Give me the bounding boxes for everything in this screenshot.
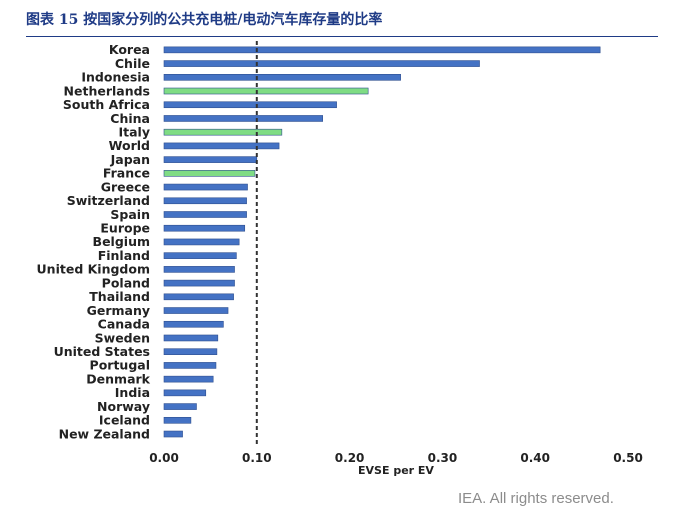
- credit-text: IEA. All rights reserved.: [458, 490, 614, 507]
- bar-germany: [163, 307, 229, 314]
- category-label-india: India: [115, 385, 150, 400]
- x-tick-label: 0.50: [613, 451, 643, 465]
- category-label-portugal: Portugal: [90, 358, 150, 373]
- x-axis-label: EVSE per EV: [358, 464, 434, 477]
- bar-world: [163, 142, 280, 150]
- bar-japan: [163, 156, 258, 163]
- figure-title: 图表 15 按国家分列的公共充电桩/电动汽车库存量的比率: [26, 12, 383, 28]
- bar-europe: [163, 224, 246, 232]
- bar-iceland: [163, 416, 192, 424]
- category-label-korea: Korea: [109, 42, 150, 57]
- category-label-canada: Canada: [98, 317, 150, 332]
- x-tick-label: 0.10: [242, 451, 272, 465]
- bar-korea: [163, 46, 601, 54]
- bar-india: [163, 389, 207, 397]
- bar-sweden: [163, 334, 219, 342]
- bar-greece: [163, 183, 248, 191]
- category-label-sweden: Sweden: [95, 330, 150, 345]
- bar-canada: [163, 320, 224, 328]
- category-label-china: China: [110, 111, 150, 126]
- title-divider: [26, 36, 658, 37]
- category-label-united-states: United States: [54, 344, 150, 359]
- bar-united-kingdom: [163, 266, 235, 273]
- bar-norway: [163, 403, 197, 410]
- bar-united-states: [163, 348, 218, 356]
- bar-chile: [163, 60, 480, 67]
- category-label-greece: Greece: [101, 179, 150, 194]
- x-tick-label: 0.20: [335, 451, 365, 465]
- bar-switzerland: [163, 197, 247, 205]
- x-tick-labels: 0.00 0.10 0.20 0.30 0.40 0.50: [149, 451, 643, 465]
- bar-france: [163, 170, 256, 177]
- bar-finland: [163, 252, 237, 259]
- category-label-france: France: [103, 166, 150, 181]
- category-label-chile: Chile: [115, 56, 150, 71]
- category-label-thailand: Thailand: [89, 289, 150, 304]
- category-label-italy: Italy: [119, 124, 151, 139]
- category-label-europe: Europe: [100, 221, 150, 236]
- category-label-switzerland: Switzerland: [67, 193, 150, 208]
- bar-belgium: [163, 238, 240, 246]
- bar-china: [163, 115, 323, 122]
- category-label-denmark: Denmark: [86, 371, 150, 386]
- category-label-united-kingdom: United Kingdom: [37, 262, 150, 277]
- category-label-norway: Norway: [97, 399, 150, 414]
- category-label-japan: Japan: [110, 152, 150, 167]
- bar-indonesia: [163, 74, 401, 81]
- bars-group: [163, 41, 601, 445]
- x-tick-label: 0.40: [520, 451, 550, 465]
- x-tick-label: 0.00: [149, 451, 179, 465]
- bar-poland: [163, 279, 235, 287]
- bar-netherlands: [163, 87, 369, 95]
- category-label-belgium: Belgium: [93, 234, 150, 249]
- category-label-new-zealand: New Zealand: [59, 426, 150, 441]
- category-label-finland: Finland: [98, 248, 150, 263]
- bar-thailand: [163, 293, 234, 301]
- category-label-netherlands: Netherlands: [64, 83, 150, 98]
- category-label-spain: Spain: [110, 207, 150, 222]
- category-label-germany: Germany: [87, 303, 150, 318]
- category-label-south-africa: South Africa: [63, 97, 150, 112]
- bar-denmark: [163, 375, 214, 383]
- category-label-iceland: Iceland: [99, 413, 150, 428]
- bar-portugal: [163, 362, 217, 369]
- category-label-world: World: [109, 138, 150, 153]
- category-label-poland: Poland: [102, 275, 150, 290]
- x-tick-label: 0.30: [428, 451, 458, 465]
- bar-new-zealand: [163, 430, 183, 438]
- bar-south-africa: [163, 101, 337, 109]
- bar-italy: [163, 128, 283, 136]
- bar-spain: [163, 211, 247, 218]
- category-label-indonesia: Indonesia: [81, 70, 150, 85]
